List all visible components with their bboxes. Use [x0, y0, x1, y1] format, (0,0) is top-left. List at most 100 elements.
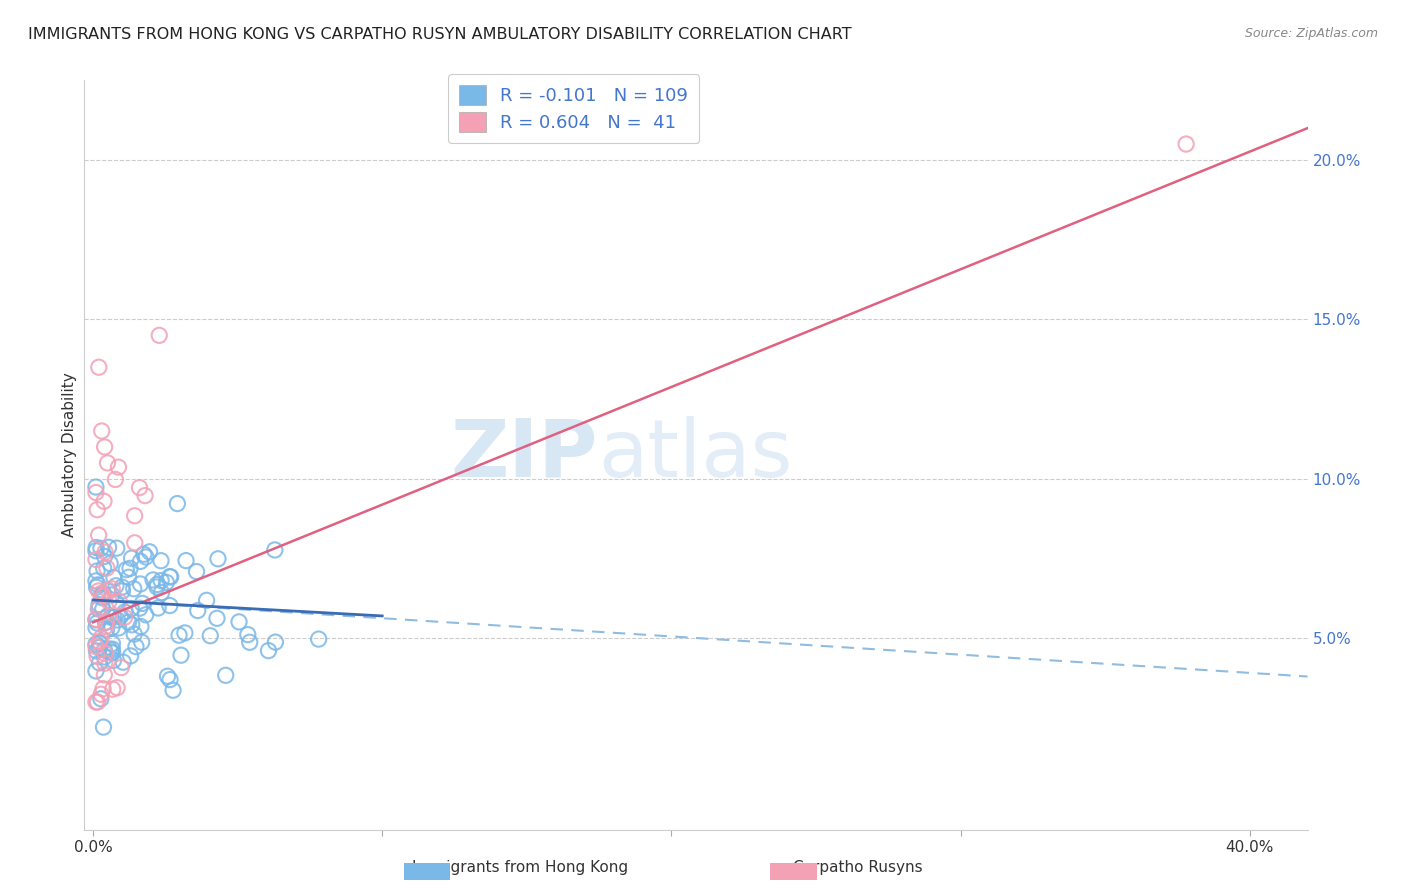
Point: [107, 621, 129, 635]
Point: [170, 648, 193, 663]
Point: [84, 613, 107, 627]
Text: Immigrants from Hong Kong: Immigrants from Hong Kong: [412, 861, 628, 875]
Point: [146, 577, 169, 591]
Point: [111, 580, 134, 594]
Point: [94, 615, 117, 630]
Point: [84, 695, 107, 709]
Point: [93, 440, 115, 454]
Point: [94, 545, 117, 559]
Point: [101, 582, 124, 596]
Point: [187, 603, 209, 617]
Point: [93, 668, 115, 682]
Point: [239, 635, 262, 649]
Point: [134, 489, 156, 503]
Point: [132, 547, 155, 561]
Point: [86, 615, 108, 630]
Point: [108, 594, 131, 608]
Point: [93, 649, 115, 664]
Point: [94, 619, 117, 633]
Point: [84, 485, 107, 500]
Point: [93, 720, 115, 734]
Point: [86, 644, 108, 658]
Point: [94, 647, 117, 661]
Point: [117, 615, 139, 630]
Point: [121, 617, 143, 632]
Point: [122, 582, 145, 596]
Point: [128, 481, 150, 495]
Point: [146, 601, 169, 615]
Point: [84, 543, 107, 558]
Point: [84, 637, 107, 651]
Point: [159, 569, 181, 583]
Text: IMMIGRANTS FROM HONG KONG VS CARPATHO RUSYN AMBULATORY DISABILITY CORRELATION CH: IMMIGRANTS FROM HONG KONG VS CARPATHO RU…: [28, 27, 852, 42]
Point: [166, 497, 188, 511]
Point: [90, 424, 112, 438]
Y-axis label: Ambulatory Disability: Ambulatory Disability: [62, 373, 77, 537]
Point: [90, 631, 112, 645]
Point: [89, 636, 111, 650]
Point: [97, 582, 120, 597]
Point: [148, 328, 170, 343]
Point: [257, 643, 280, 657]
Point: [90, 591, 112, 605]
Point: [107, 460, 129, 475]
Point: [236, 627, 259, 641]
Point: [87, 360, 110, 375]
Point: [115, 563, 138, 577]
Point: [215, 668, 238, 682]
Point: [90, 586, 112, 600]
Point: [96, 623, 118, 637]
Point: [84, 541, 107, 555]
Point: [159, 599, 181, 613]
Point: [90, 687, 112, 701]
Point: [101, 642, 124, 657]
Point: [101, 682, 124, 697]
Text: atlas: atlas: [598, 416, 793, 494]
Point: [111, 583, 134, 598]
Point: [129, 619, 152, 633]
Point: [86, 695, 108, 709]
Point: [150, 574, 173, 588]
Point: [93, 643, 115, 657]
Point: [90, 541, 112, 556]
Point: [156, 669, 179, 683]
Point: [103, 571, 125, 585]
Point: [186, 565, 208, 579]
Point: [105, 681, 128, 695]
Point: [150, 585, 173, 599]
Point: [110, 609, 132, 624]
Point: [100, 645, 122, 659]
Point: [87, 601, 110, 615]
Point: [114, 610, 136, 624]
Point: [96, 456, 118, 470]
Point: [87, 584, 110, 599]
Point: [84, 574, 107, 588]
Point: [93, 589, 115, 603]
Point: [174, 553, 197, 567]
Point: [89, 634, 111, 648]
Point: [87, 598, 110, 612]
Point: [97, 594, 120, 608]
Point: [120, 648, 142, 663]
Point: [96, 561, 118, 575]
Point: [93, 587, 115, 601]
Point: [84, 664, 107, 678]
Point: [129, 577, 152, 591]
Point: [112, 655, 135, 669]
Point: [86, 649, 108, 664]
Point: [89, 656, 111, 670]
Point: [91, 681, 114, 696]
Point: [125, 640, 148, 654]
Point: [207, 551, 229, 566]
Text: Carpatho Rusyns: Carpatho Rusyns: [793, 861, 922, 875]
Point: [87, 578, 110, 592]
Point: [131, 596, 153, 610]
Point: [110, 660, 132, 674]
Point: [128, 601, 150, 615]
Point: [97, 541, 120, 555]
Point: [121, 551, 143, 566]
Point: [159, 673, 181, 687]
Point: [86, 580, 108, 594]
Legend: R = -0.101   N = 109, R = 0.604   N =  41: R = -0.101 N = 109, R = 0.604 N = 41: [449, 74, 699, 143]
Point: [205, 611, 228, 625]
